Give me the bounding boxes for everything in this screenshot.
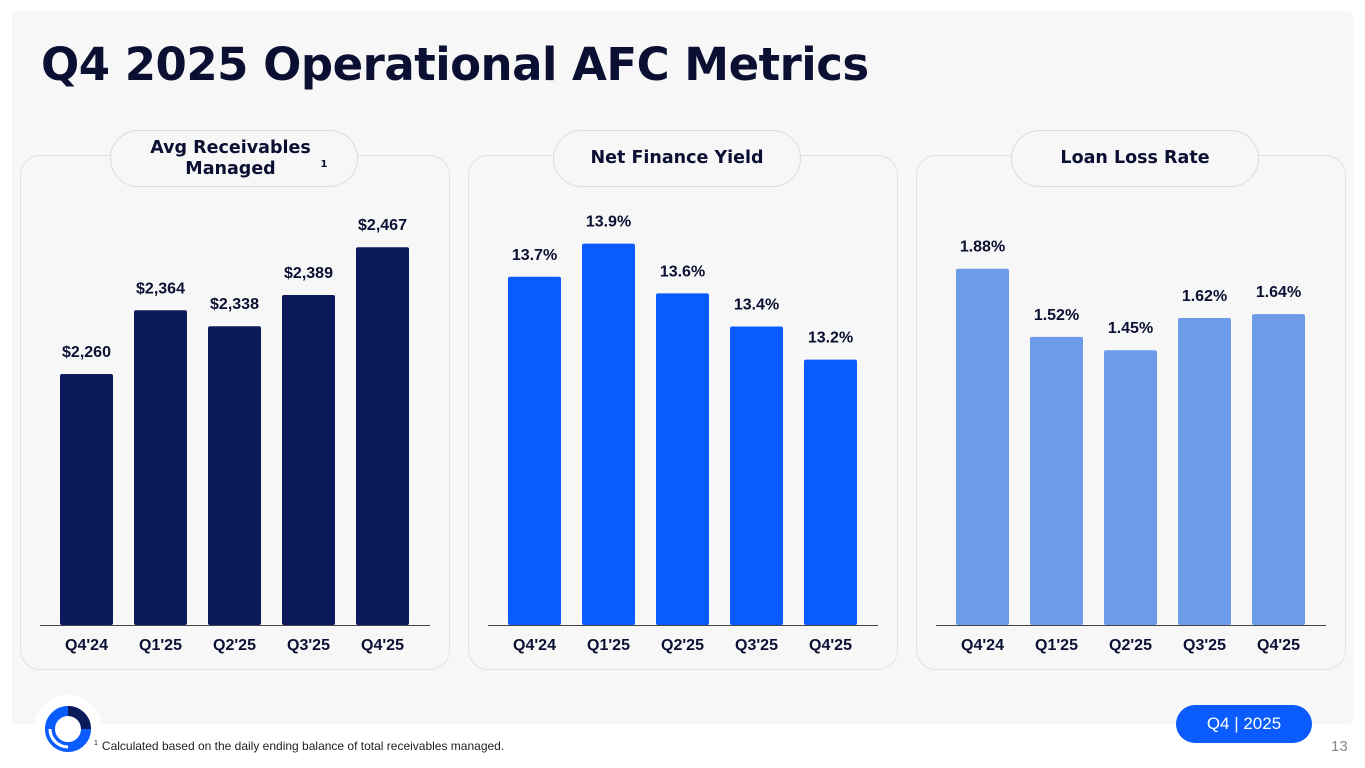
- data-label: 1.88%: [960, 239, 1005, 256]
- bar-Q4'24: [60, 373, 113, 625]
- page-title: Q4 2025 Operational AFC Metrics: [41, 38, 869, 91]
- x-tick-label: Q4'24: [513, 637, 556, 654]
- bar-Q4'25: [804, 359, 857, 625]
- bar-Q4'24: [956, 268, 1009, 625]
- x-tick-label: Q3'25: [735, 637, 778, 654]
- panel-heading-avg-receivables: Avg Receivables Managed 1: [110, 130, 358, 187]
- footnote: 1 Calculated based on the daily ending ba…: [94, 739, 504, 753]
- panel-heading-loan-loss-rate: Loan Loss Rate: [1011, 130, 1259, 187]
- bar-Q3'25: [730, 326, 783, 625]
- bar-Q3'25: [282, 294, 335, 625]
- chart-net-finance-yield: 13.7% Q4'24 13.9% Q1'25 13.6% Q2'25 13.4% Q3'25…: [488, 214, 878, 654]
- bar-Q1'25: [582, 243, 635, 625]
- x-tick-label: Q4'24: [65, 637, 108, 654]
- data-label: 13.9%: [586, 214, 631, 231]
- x-tick-label: Q4'24: [961, 637, 1004, 654]
- x-tick-label: Q4'25: [361, 637, 404, 654]
- bar-Q1'25: [1030, 336, 1083, 625]
- panel-heading-text: Loan Loss Rate: [1060, 148, 1210, 168]
- panel-heading-net-finance-yield: Net Finance Yield: [553, 130, 801, 187]
- data-label: 1.45%: [1108, 320, 1153, 337]
- data-label: $2,364: [136, 280, 185, 297]
- x-tick-label: Q3'25: [287, 637, 330, 654]
- panel-heading-text: Net Finance Yield: [590, 148, 764, 168]
- x-tick-label: Q2'25: [1109, 637, 1152, 654]
- data-label: $2,260: [62, 344, 111, 361]
- data-label: 1.62%: [1182, 288, 1227, 305]
- bar-Q2'25: [1104, 350, 1157, 625]
- bar-Q2'25: [656, 293, 709, 625]
- x-tick-label: Q1'25: [587, 637, 630, 654]
- data-label: $2,338: [210, 296, 259, 313]
- company-logo: [34, 695, 102, 763]
- x-tick-label: Q4'25: [1257, 637, 1300, 654]
- data-label: 13.7%: [512, 247, 557, 264]
- bar-Q3'25: [1178, 317, 1231, 625]
- data-label: 13.4%: [734, 297, 779, 314]
- panel-heading-text: Avg Receivables Managed: [150, 137, 311, 179]
- chart-avg-receivables: $2,260 Q4'24 $2,364 Q1'25 $2,338 Q2'25 $2,389 Q…: [40, 217, 430, 654]
- x-tick-label: Q3'25: [1183, 637, 1226, 654]
- x-tick-label: Q2'25: [213, 637, 256, 654]
- bar-Q4'25: [1252, 314, 1305, 625]
- footnote-marker: 1: [320, 158, 328, 170]
- chart-loan-loss-rate: 1.88% Q4'24 1.52% Q1'25 1.45% Q2'25 1.62% Q3'25…: [936, 239, 1326, 654]
- x-tick-label: Q2'25: [661, 637, 704, 654]
- circle-logo-icon: [45, 706, 91, 752]
- bar-Q4'24: [508, 276, 561, 625]
- data-label: $2,467: [358, 217, 407, 234]
- footnote-marker: 1: [94, 740, 98, 747]
- x-tick-label: Q1'25: [1035, 637, 1078, 654]
- x-tick-label: Q1'25: [139, 637, 182, 654]
- bar-Q2'25: [208, 326, 261, 625]
- x-tick-label: Q4'25: [809, 637, 852, 654]
- data-label: $2,389: [284, 265, 333, 282]
- bar-Q4'25: [356, 247, 409, 625]
- data-label: 1.64%: [1256, 284, 1301, 301]
- page-number: 13: [1331, 738, 1348, 755]
- data-label: 13.6%: [660, 263, 705, 280]
- bar-Q1'25: [134, 310, 187, 625]
- period-badge: Q4 | 2025: [1176, 705, 1312, 743]
- footnote-text: Calculated based on the daily ending bal…: [101, 739, 505, 753]
- data-label: 13.2%: [808, 330, 853, 347]
- data-label: 1.52%: [1034, 307, 1079, 324]
